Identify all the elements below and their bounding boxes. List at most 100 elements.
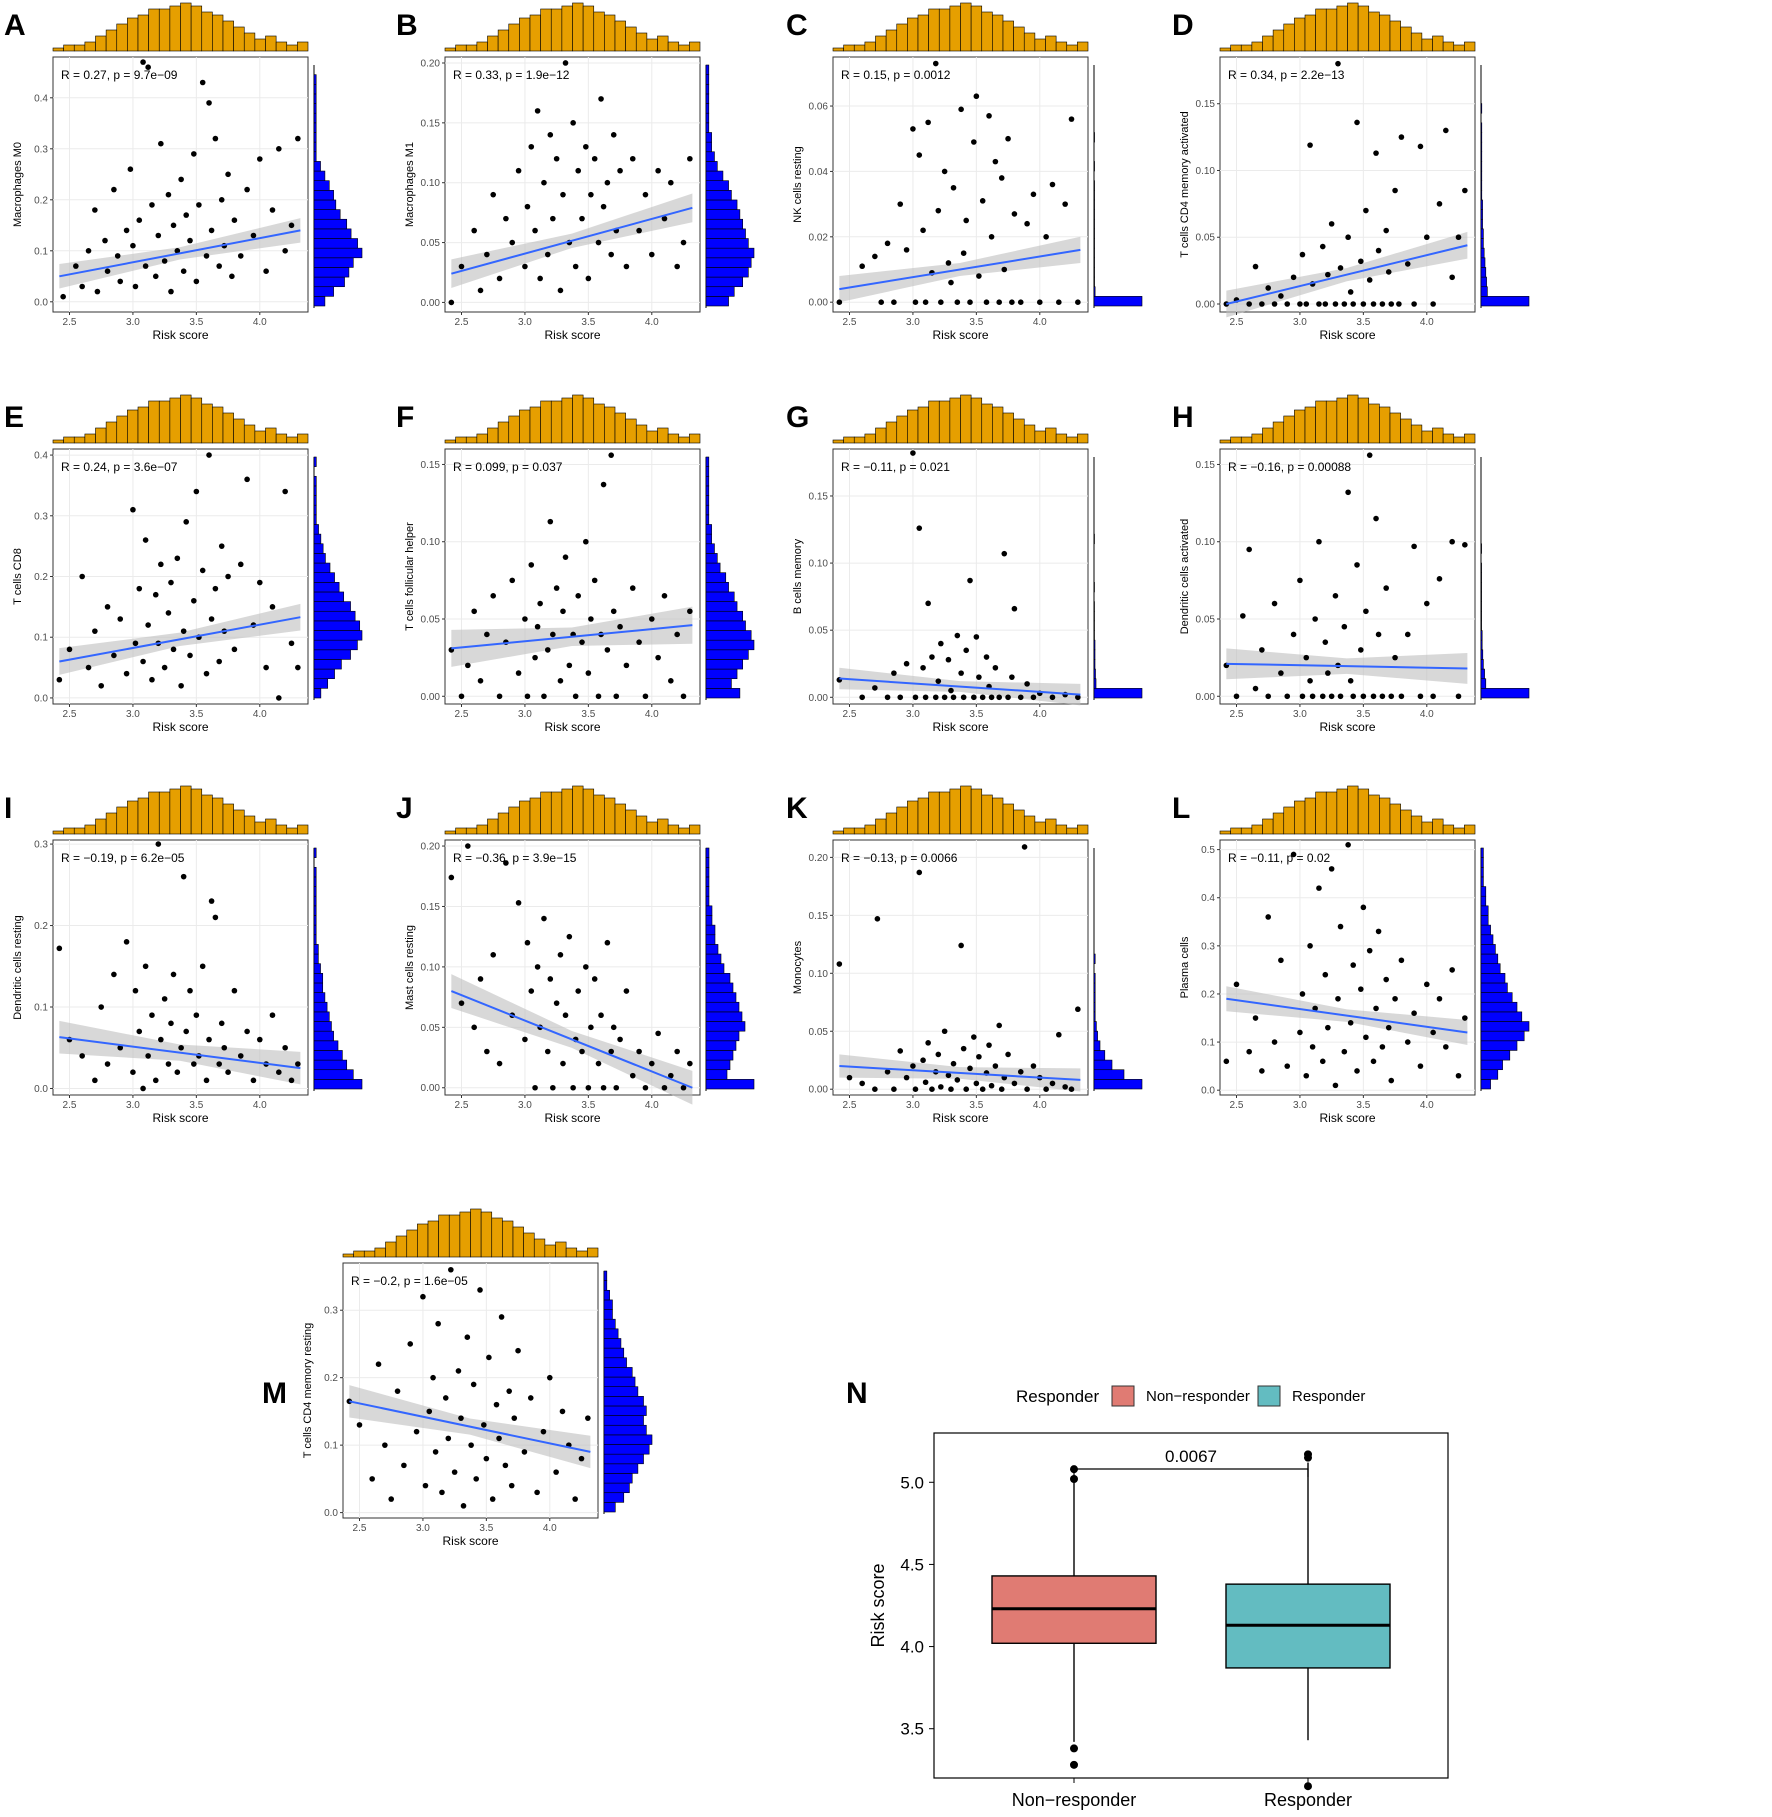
x-tick-label: 3.0 bbox=[518, 1100, 532, 1111]
side-hist-bar bbox=[705, 170, 724, 181]
data-point bbox=[1385, 269, 1392, 275]
data-point bbox=[648, 616, 655, 622]
top-hist-bar bbox=[105, 421, 118, 444]
data-point bbox=[528, 143, 535, 150]
x-tick-label: 2.5 bbox=[843, 1100, 857, 1111]
data-point bbox=[1373, 150, 1379, 156]
data-point bbox=[208, 616, 215, 622]
data-point bbox=[1411, 301, 1417, 307]
top-hist-bar bbox=[508, 23, 520, 52]
data-point bbox=[938, 1084, 944, 1090]
data-point bbox=[935, 207, 942, 214]
side-hist-bar bbox=[705, 1030, 740, 1042]
data-point bbox=[1360, 693, 1367, 700]
correlation-annotation: R = 0.33, p = 1.9e−12 bbox=[453, 68, 570, 82]
data-point bbox=[544, 251, 551, 258]
plot-area bbox=[342, 1262, 599, 1519]
data-point bbox=[161, 258, 168, 264]
top-hist-bar bbox=[158, 8, 171, 52]
data-point bbox=[1325, 1024, 1331, 1031]
data-point bbox=[617, 1036, 623, 1043]
data-point bbox=[1068, 116, 1075, 122]
data-point bbox=[954, 1077, 961, 1083]
data-point bbox=[60, 293, 66, 300]
side-hist-bar bbox=[1480, 982, 1508, 993]
top-hist-bar bbox=[95, 427, 107, 444]
data-point bbox=[244, 186, 250, 193]
y-tick-label: 5.0 bbox=[900, 1473, 924, 1492]
side-hist-bar bbox=[1480, 876, 1484, 887]
data-point bbox=[174, 248, 181, 254]
side-hist-bar bbox=[603, 1492, 625, 1503]
data-point bbox=[1370, 693, 1377, 700]
side-hist-bar bbox=[1480, 1001, 1518, 1013]
side-hist-bar bbox=[1480, 1040, 1518, 1051]
top-hist-bar bbox=[843, 827, 855, 835]
data-point bbox=[1307, 943, 1313, 949]
data-point bbox=[524, 693, 531, 700]
x-tick-label: 4.0 bbox=[253, 317, 267, 328]
x-axis-title: Risk score bbox=[932, 1111, 988, 1125]
side-hist-bar bbox=[1093, 190, 1095, 201]
panel-letter: M bbox=[262, 1377, 287, 1410]
top-hist-bar bbox=[275, 433, 288, 444]
data-point bbox=[1299, 991, 1306, 997]
top-hist-bar bbox=[1432, 35, 1444, 52]
data-point bbox=[1319, 693, 1326, 700]
data-point bbox=[938, 299, 944, 305]
top-hist-bar bbox=[1464, 433, 1476, 444]
data-point bbox=[221, 1044, 228, 1051]
side-hist-bar bbox=[313, 485, 317, 496]
side-hist-bar bbox=[705, 180, 729, 191]
top-hist-bar bbox=[572, 2, 584, 52]
data-point bbox=[92, 1077, 98, 1084]
data-point bbox=[872, 685, 878, 691]
data-point bbox=[1325, 271, 1331, 278]
data-point bbox=[206, 100, 212, 106]
data-point bbox=[506, 1388, 512, 1394]
data-point bbox=[56, 945, 63, 952]
plot-area bbox=[1219, 839, 1476, 1096]
top-hist-bar bbox=[1045, 818, 1057, 835]
data-point bbox=[976, 674, 982, 680]
top-hist-bar bbox=[137, 14, 149, 52]
data-point bbox=[1017, 299, 1024, 305]
data-point bbox=[288, 640, 295, 647]
y-tick-label: 0.00 bbox=[809, 1085, 829, 1096]
data-point bbox=[1358, 986, 1364, 992]
data-point bbox=[595, 1060, 602, 1067]
data-point bbox=[979, 1086, 986, 1093]
top-hist-bar bbox=[487, 427, 499, 444]
data-point bbox=[916, 152, 923, 158]
top-hist-bar bbox=[1464, 41, 1476, 52]
data-point bbox=[636, 227, 642, 234]
top-hist-bar bbox=[1262, 35, 1274, 52]
data-point bbox=[132, 640, 139, 647]
side-hist-bar bbox=[1480, 992, 1513, 1003]
data-point bbox=[1001, 266, 1008, 273]
data-point bbox=[180, 628, 187, 634]
top-hist-bar bbox=[444, 439, 456, 444]
data-point bbox=[229, 273, 235, 280]
data-point bbox=[455, 1368, 462, 1374]
top-hist-bar bbox=[1055, 41, 1068, 52]
top-hist-bar bbox=[896, 806, 908, 835]
y-tick-label: 0.20 bbox=[421, 842, 441, 853]
top-hist-bar bbox=[917, 14, 929, 52]
data-point bbox=[544, 647, 551, 653]
top-hist-bar bbox=[625, 809, 637, 835]
data-point bbox=[458, 1000, 465, 1006]
top-hist-bar bbox=[201, 794, 213, 835]
data-point bbox=[1443, 127, 1449, 134]
data-point bbox=[484, 251, 490, 258]
side-hist-bar bbox=[313, 1059, 348, 1071]
data-point bbox=[1011, 1080, 1018, 1087]
y-tick-label: 0.10 bbox=[1196, 166, 1216, 177]
data-point bbox=[604, 939, 611, 946]
side-hist-bar bbox=[1480, 591, 1482, 602]
top-hist-bar bbox=[1304, 797, 1316, 835]
side-hist-bar bbox=[705, 209, 741, 220]
top-hist-bar bbox=[981, 403, 993, 444]
data-point bbox=[988, 1082, 995, 1089]
data-point bbox=[422, 1482, 429, 1489]
